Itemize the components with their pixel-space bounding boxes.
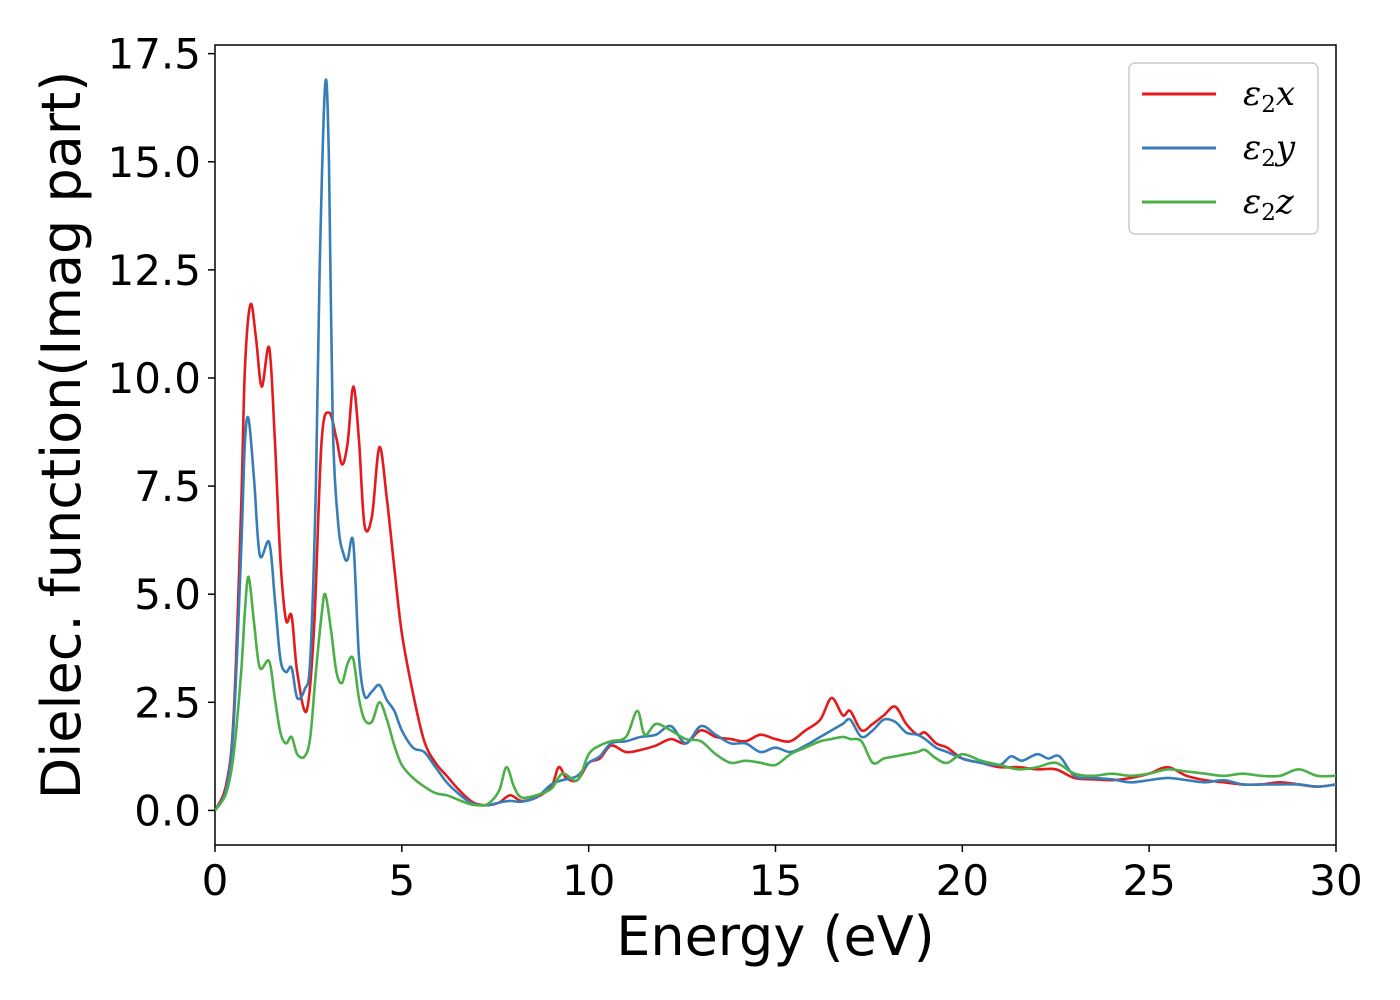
x-axis: 0 5 10 15 20 25 30 — [202, 845, 1363, 905]
y-tick-label: 17.5 — [107, 30, 201, 79]
x-tick-label: 25 — [1122, 856, 1175, 905]
x-tick-label: 20 — [936, 856, 989, 905]
series-line-z — [215, 575, 1336, 812]
y-tick-label: 7.5 — [134, 462, 201, 511]
x-tick-label: 5 — [388, 856, 415, 905]
x-axis-title: Energy (eV) — [616, 905, 935, 968]
y-tick-label: 15.0 — [107, 138, 201, 187]
y-tick-label: 12.5 — [107, 246, 201, 295]
legend: ε2x ε2y ε2z — [1128, 62, 1319, 235]
y-tick-label: 10.0 — [107, 354, 201, 403]
y-axis-title: Dielec. function(Imag part) — [30, 71, 93, 800]
x-tick-label: 30 — [1309, 856, 1362, 905]
y-tick-label: 5.0 — [134, 570, 201, 619]
legend-label-y: ε2y — [1243, 128, 1296, 172]
x-tick-label: 15 — [749, 856, 802, 905]
legend-label-x: ε2x — [1243, 74, 1295, 118]
y-axis: 0.0 2.5 5.0 7.5 10.0 12.5 15.0 17.5 — [107, 30, 215, 835]
y-tick-label: 2.5 — [134, 678, 201, 727]
legend-box — [1128, 62, 1319, 235]
x-tick-label: 10 — [562, 856, 615, 905]
x-tick-label: 0 — [202, 856, 229, 905]
legend-label-z: ε2z — [1243, 182, 1295, 226]
series-layer — [215, 78, 1336, 812]
y-tick-label: 0.0 — [134, 786, 201, 835]
